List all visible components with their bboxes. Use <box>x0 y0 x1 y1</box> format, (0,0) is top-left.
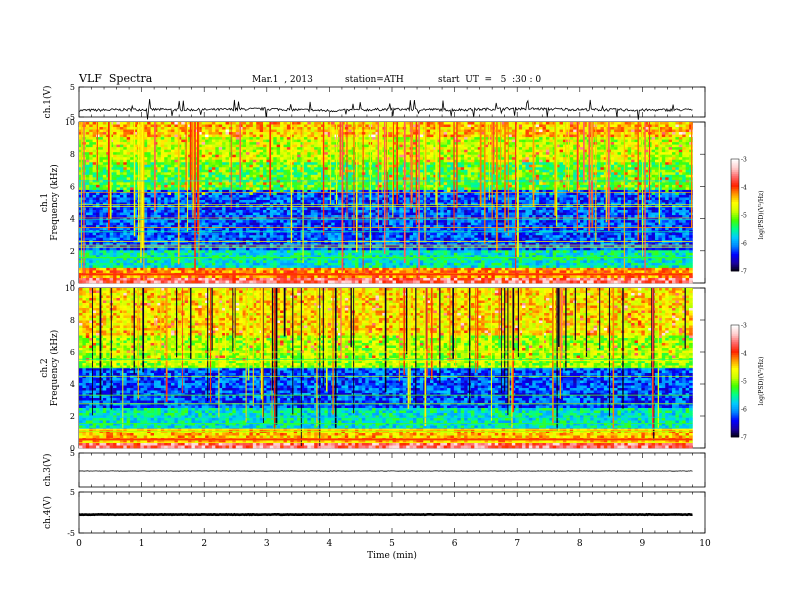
x-tick-label: 1 <box>139 539 145 549</box>
y-axis-label: Frequency (kHz) <box>49 164 60 241</box>
y-tick-label: 0 <box>70 279 75 288</box>
colorbar-frame <box>730 324 740 438</box>
y-axis-label: ch.1 <box>40 193 50 212</box>
y-axis-label: ch.3(V) <box>42 454 53 487</box>
panel-frame-ch3 <box>78 452 706 488</box>
panel-frame-ch4 <box>78 491 706 534</box>
colorbar-tick-label: -4 <box>741 351 747 358</box>
y-tick-label: 5 <box>70 488 75 497</box>
colorbar-tick-label: -4 <box>741 185 747 192</box>
x-tick-label: 2 <box>201 539 207 549</box>
colorbar-ch1-spectrogram <box>730 158 740 272</box>
colorbar-tick-label: -3 <box>741 323 747 330</box>
colorbar-tick-label: -6 <box>741 407 747 414</box>
y-tick-label: 6 <box>70 348 75 357</box>
colorbar-frame <box>730 158 740 272</box>
y-axis-label: ch.1(V) <box>42 86 53 119</box>
x-tick-label: 10 <box>699 539 711 549</box>
y-tick-label: 5 <box>70 83 75 92</box>
trace-line <box>78 512 693 517</box>
y-tick-label: 2 <box>70 412 75 421</box>
y-tick-label: 4 <box>70 215 75 224</box>
y-axis-label: Frequency (kHz) <box>49 330 60 407</box>
date-label: Mar.1 , 2013 <box>252 75 313 85</box>
y-tick-label: 0 <box>70 444 75 453</box>
x-tick-label: 6 <box>452 539 458 549</box>
colorbar-tick-label: -5 <box>741 379 747 386</box>
colorbar-tick-label: -3 <box>741 157 747 164</box>
x-axis-label: Time (min) <box>367 550 417 561</box>
colorbar-ch2-spectrogram <box>730 324 740 438</box>
spectrogram-image-ch2-spectrogram <box>79 288 693 449</box>
y-tick-label: 10 <box>65 118 75 127</box>
colorbar-label: log(PSD)(V²/Hz) <box>758 357 765 406</box>
y-tick-label: -5 <box>67 113 75 122</box>
colorbar-tick-label: -7 <box>741 269 747 276</box>
y-tick-label: 6 <box>70 182 75 191</box>
x-tick-label: 7 <box>514 539 520 549</box>
y-tick-label: 5 <box>70 449 75 458</box>
trace-ch1 <box>78 98 693 120</box>
spectrogram-image-ch1-spectrogram <box>79 122 693 284</box>
x-tick-label: 8 <box>577 539 583 549</box>
y-tick-label: 8 <box>70 150 75 159</box>
colorbar-label: log(PSD)(V²/Hz) <box>758 191 765 240</box>
y-tick-label: 10 <box>65 284 75 293</box>
colorbar-tick-label: -7 <box>741 435 747 442</box>
y-tick-label: 4 <box>70 380 75 389</box>
x-tick-label: 3 <box>264 539 270 549</box>
x-tick-label: 4 <box>327 539 333 549</box>
y-axis-label: ch.2 <box>40 358 50 377</box>
x-tick-label: 9 <box>640 539 646 549</box>
trace-line <box>78 98 693 120</box>
y-tick-label: 8 <box>70 316 75 325</box>
station-label: station=ATH <box>345 75 404 85</box>
y-axis-label: ch.4(V) <box>42 496 53 529</box>
x-tick-label: 5 <box>389 539 395 549</box>
colorbar-tick-label: -5 <box>741 213 747 220</box>
y-tick-label: 2 <box>70 247 75 256</box>
y-tick-label: -5 <box>67 529 75 538</box>
start-ut-label: start UT = 5 :30 : 0 <box>438 75 541 85</box>
trace-ch4 <box>78 512 693 517</box>
plot-title: VLF Spectra <box>79 72 152 85</box>
x-tick-label: 0 <box>76 539 82 549</box>
colorbar-tick-label: -6 <box>741 241 747 248</box>
